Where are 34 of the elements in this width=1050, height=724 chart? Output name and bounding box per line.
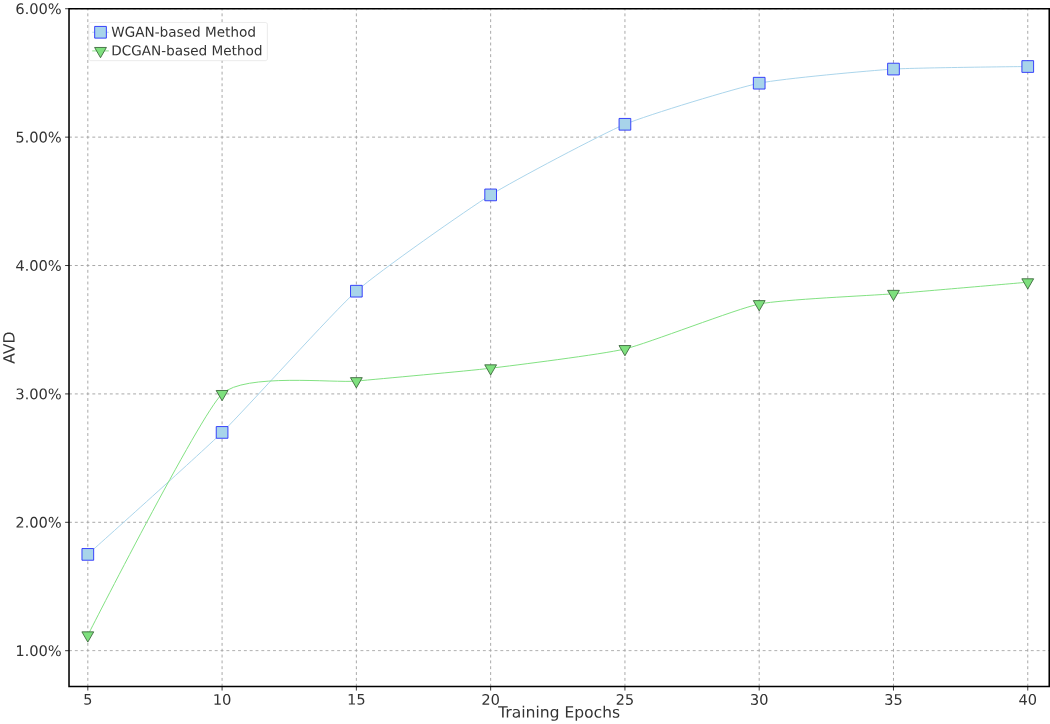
y-tick-label: 1.00% <box>16 645 61 657</box>
point <box>215 426 229 439</box>
y-axis-title: AVD <box>3 332 15 364</box>
y-tick-label: 6.00% <box>16 3 61 15</box>
legend-label: WGAN-based Method <box>111 26 255 37</box>
x-tick-label: 30 <box>751 693 768 705</box>
x-axis-title: Training Epochs <box>498 705 620 721</box>
x-tick-label: 10 <box>214 693 231 705</box>
point <box>887 289 900 301</box>
y-tick-label: 3.00% <box>16 388 61 400</box>
point <box>752 76 766 90</box>
x-tick-label: 40 <box>1019 693 1037 705</box>
point <box>350 377 363 389</box>
y-tick-label: 5.00% <box>16 131 61 143</box>
point <box>887 62 900 76</box>
point <box>350 284 363 298</box>
point <box>618 117 632 131</box>
point <box>1021 278 1035 290</box>
point <box>752 300 766 312</box>
point <box>81 548 95 561</box>
point <box>484 188 497 202</box>
legend-label: DCGAN-based Method <box>112 44 262 56</box>
x-tick-label: 5 <box>84 693 92 705</box>
point <box>1021 60 1035 73</box>
x-tick-label: 15 <box>348 693 365 705</box>
x-tick-label: 20 <box>482 693 499 705</box>
x-tick-label: 35 <box>885 693 902 705</box>
y-tick-label: 4.00% <box>16 259 61 271</box>
point <box>618 345 632 357</box>
point <box>215 390 229 402</box>
y-tick-label: 2.00% <box>16 516 61 528</box>
point <box>81 631 95 643</box>
point <box>484 364 497 376</box>
x-tick-label: 25 <box>616 693 633 705</box>
